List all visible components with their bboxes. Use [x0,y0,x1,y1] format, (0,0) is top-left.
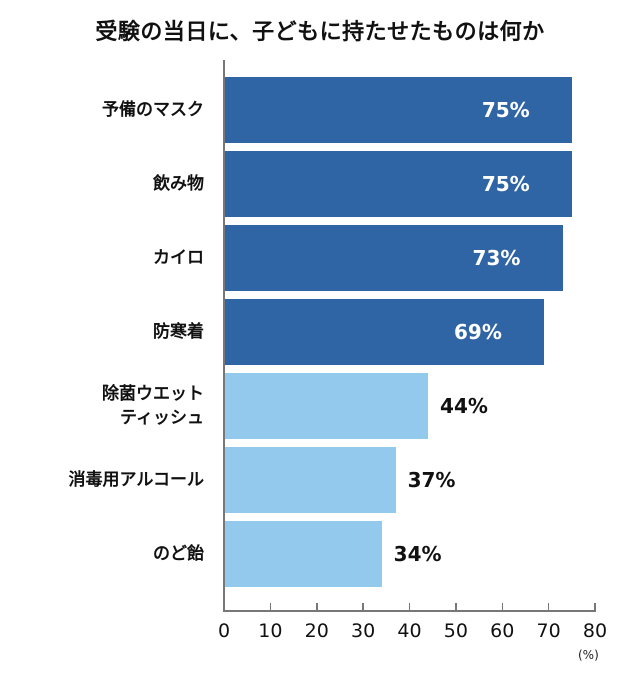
x-axis-unit: (%) [578,648,599,662]
value-label: 69% [453,320,502,344]
chart-title: 受験の当日に、子どもに持たせたものは何か [95,20,545,45]
value-label: 44% [440,394,488,418]
bar [224,447,396,513]
category-label: 飲み物 [153,174,204,194]
category-label: のど飴 [153,544,204,564]
x-tick-label: 20 [304,620,329,642]
category-label: 予備のマスク [102,100,204,120]
x-tick [223,603,225,611]
bar [224,373,429,439]
bar [224,225,563,291]
value-label: 73% [472,246,521,270]
x-tick-label: 80 [582,620,608,642]
x-tick-label: 50 [443,620,468,642]
x-tick [316,603,318,611]
bar [224,77,572,143]
x-tick-label: 10 [258,620,283,642]
x-tick-label: 30 [351,620,376,642]
category-label: 除菌ウエット ティッシュ [102,384,204,428]
x-tick [501,603,503,611]
x-tick [455,603,457,611]
x-tick-label: 0 [217,620,231,642]
x-tick-label: 40 [397,620,422,642]
bar [224,521,382,587]
value-label: 75% [481,172,530,196]
x-tick-label: 60 [490,620,515,642]
bar [224,299,544,365]
value-label: 34% [393,542,442,566]
value-label: 75% [481,98,530,122]
x-tick [594,603,596,611]
x-tick-label: 70 [536,620,561,642]
category-label: 消毒用アルコール [68,470,205,490]
value-label: 37% [407,468,456,492]
x-tick [362,603,364,611]
category-label: カイロ [153,248,204,268]
y-axis-line [223,60,225,612]
x-tick [547,603,550,611]
x-tick [269,603,272,611]
x-tick [408,603,411,611]
bar [224,151,572,217]
category-label: 防寒着 [153,322,204,342]
